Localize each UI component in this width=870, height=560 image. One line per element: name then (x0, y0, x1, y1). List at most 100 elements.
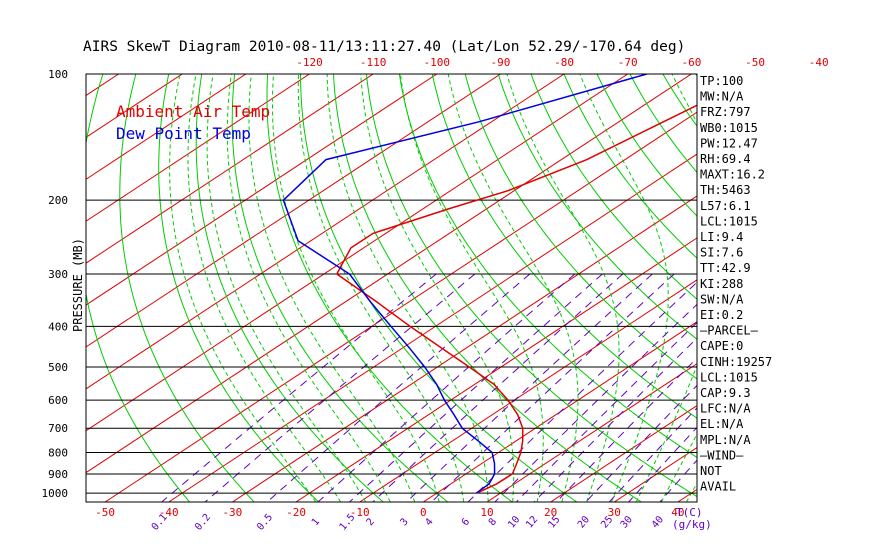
moist-adiabat-line (506, 74, 620, 502)
index-item: TP:100 (700, 74, 743, 88)
mixing-ratio-tick-label: 10 (506, 514, 522, 530)
mixing-ratio-line (317, 273, 576, 502)
mixing-ratio-line (659, 459, 697, 502)
index-item: MPL:N/A (700, 433, 751, 447)
index-item: PW:12.47 (700, 136, 758, 150)
mixing-ratio-line (467, 281, 697, 502)
index-item: L57:6.1 (700, 199, 751, 213)
pressure-tick-label: 600 (48, 394, 68, 407)
index-item: AVAIL (700, 480, 736, 494)
mixing-ratio-tick-label: 30 (619, 514, 635, 530)
top-temp-tick-label: -100 (424, 56, 451, 69)
dry-adiabat-line (431, 74, 697, 419)
top-temp-tick-label: -90 (491, 56, 511, 69)
pressure-grid (86, 199, 697, 494)
isotherm-line (423, 321, 697, 502)
bottom-temp-tick-label: 40 (671, 506, 684, 519)
isotherm-line (86, 74, 374, 264)
x-axis-label-tc: T(C) (676, 506, 703, 519)
top-temp-tick-label: -110 (360, 56, 387, 69)
mixing-ratio-tick-label: 8 (487, 517, 499, 529)
isotherm-line (295, 237, 697, 502)
top-temp-tick-label: -60 (681, 56, 701, 69)
isotherm-line (86, 74, 438, 306)
dewpoint-temp-line (282, 74, 648, 494)
mixing-ratio-line (431, 273, 675, 502)
pressure-tick-label: 800 (48, 447, 68, 460)
moist-adiabat-line (272, 74, 440, 502)
isotherm-line (486, 363, 697, 502)
dry-adiabat-line (662, 74, 697, 127)
isotherm-line (104, 111, 697, 502)
index-item: FRZ:797 (700, 105, 751, 119)
pressure-tick-label: 300 (48, 268, 68, 281)
isotherm-line (550, 405, 697, 502)
mixing-ratio-line (515, 321, 697, 502)
index-item: TT:42.9 (700, 261, 751, 275)
top-temp-tick-label: -120 (296, 56, 323, 69)
moist-adiabat-line (447, 74, 579, 502)
moist-adiabat-line (399, 74, 544, 502)
index-item: CINH:19257 (700, 355, 772, 369)
dry-adiabat-line (158, 74, 320, 502)
mixing-ratio-line (266, 273, 531, 502)
isotherm-line (86, 74, 565, 390)
isotherm-line (86, 74, 119, 97)
index-item: MAXT:16.2 (700, 168, 765, 182)
index-item: LI:9.4 (700, 230, 743, 244)
isotherm-line (86, 74, 247, 180)
mixing-ratio-line (608, 407, 697, 502)
index-item: SW:N/A (700, 292, 744, 306)
index-item: LCL:1015 (700, 370, 758, 384)
legend-dewpoint: Dew Point Temp (116, 124, 251, 143)
isotherm-line (0, 74, 55, 502)
dry-adiabat-line (828, 74, 870, 502)
moist-adiabat-line (206, 74, 366, 502)
index-item: EL:N/A (700, 417, 744, 431)
dry-adiabat-line (333, 74, 642, 502)
mixing-ratio-tick-label: 4 (423, 517, 435, 529)
pressure-tick-label: 200 (48, 194, 68, 207)
sounding-series (282, 74, 697, 494)
index-item: LCL:1015 (700, 214, 758, 228)
bottom-temp-tick-label: 20 (544, 506, 557, 519)
mixing-ratio-line (204, 273, 476, 502)
dry-adiabat-line (497, 74, 697, 340)
mixing-ratio-tick-label: 0.5 (255, 512, 275, 533)
pressure-tick-label: 100 (48, 68, 68, 81)
dry-adiabat-line (795, 74, 870, 502)
index-item: MW:N/A (700, 90, 744, 104)
bottom-temp-tick-label: -30 (222, 506, 242, 519)
isotherm-line (805, 74, 870, 502)
ambient-temp-line (335, 104, 697, 494)
mixing-ratio-line (533, 337, 697, 502)
index-item: WB0:1015 (700, 121, 758, 135)
index-item: RH:69.4 (700, 152, 751, 166)
moist-adiabat-line (297, 74, 465, 502)
index-item: TH:5463 (700, 183, 751, 197)
bottom-temp-tick-label: 0 (420, 506, 427, 519)
mixing-ratio-line (406, 273, 653, 502)
dry-adiabat-grid (86, 74, 870, 502)
mixing-ratio-line (585, 384, 697, 502)
bottom-temp-tick-label: -10 (350, 506, 370, 519)
dry-adiabat-line (398, 74, 697, 458)
bottom-temp-tick-label: 30 (608, 506, 621, 519)
moist-adiabat-line (326, 74, 489, 502)
dry-adiabat-line (762, 74, 870, 502)
dry-adiabat-line (266, 74, 513, 502)
top-temp-tick-label: -70 (618, 56, 638, 69)
dry-adiabat-line (86, 74, 190, 502)
dry-adiabat-line (530, 74, 697, 300)
isotherm-line (86, 74, 310, 222)
mixing-ratio-line (628, 426, 697, 502)
moist-adiabat-line (226, 74, 391, 502)
mixing-ratio-tick-label: 0.2 (193, 512, 213, 533)
bottom-temp-tick-label: -20 (286, 506, 306, 519)
index-item: —PARCEL— (700, 324, 759, 338)
mixing-ratio-tick-label: 1 (310, 517, 322, 529)
index-item: KI:288 (700, 277, 743, 291)
